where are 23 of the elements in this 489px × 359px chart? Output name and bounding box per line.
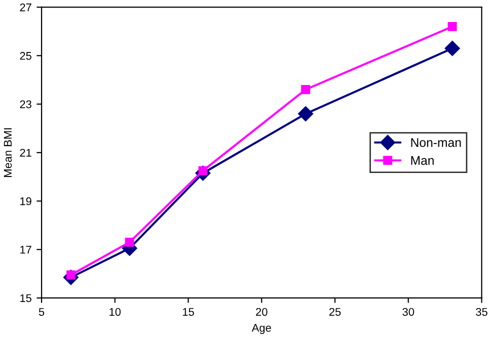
x-tick-label: 25 (329, 308, 341, 316)
x-tick-label: 15 (182, 308, 194, 316)
y-tick-label: 25 (20, 52, 32, 60)
point (444, 40, 460, 56)
y-tick-label: 27 (20, 3, 32, 12)
point (301, 85, 310, 94)
legend-label: Non-man (411, 138, 461, 147)
x-axis-title: Age (252, 324, 272, 334)
y-tick-label: 23 (20, 100, 32, 108)
y-tick-label: 21 (20, 148, 32, 157)
legend-label: Man (411, 156, 434, 165)
point (448, 22, 457, 32)
point (298, 106, 314, 122)
x-tick-label: 30 (402, 308, 414, 316)
y-tick-label: 19 (20, 197, 32, 206)
y-tick-label: 17 (20, 246, 32, 254)
point (125, 238, 134, 247)
y-axis-title: Mean BMI (4, 128, 12, 177)
x-tick-label: 35 (476, 308, 488, 316)
x-tick-label: 5 (38, 308, 44, 316)
x-tick-label: 20 (256, 308, 268, 316)
y-tick-label: 15 (20, 294, 32, 302)
x-tick-label: 10 (110, 308, 121, 316)
